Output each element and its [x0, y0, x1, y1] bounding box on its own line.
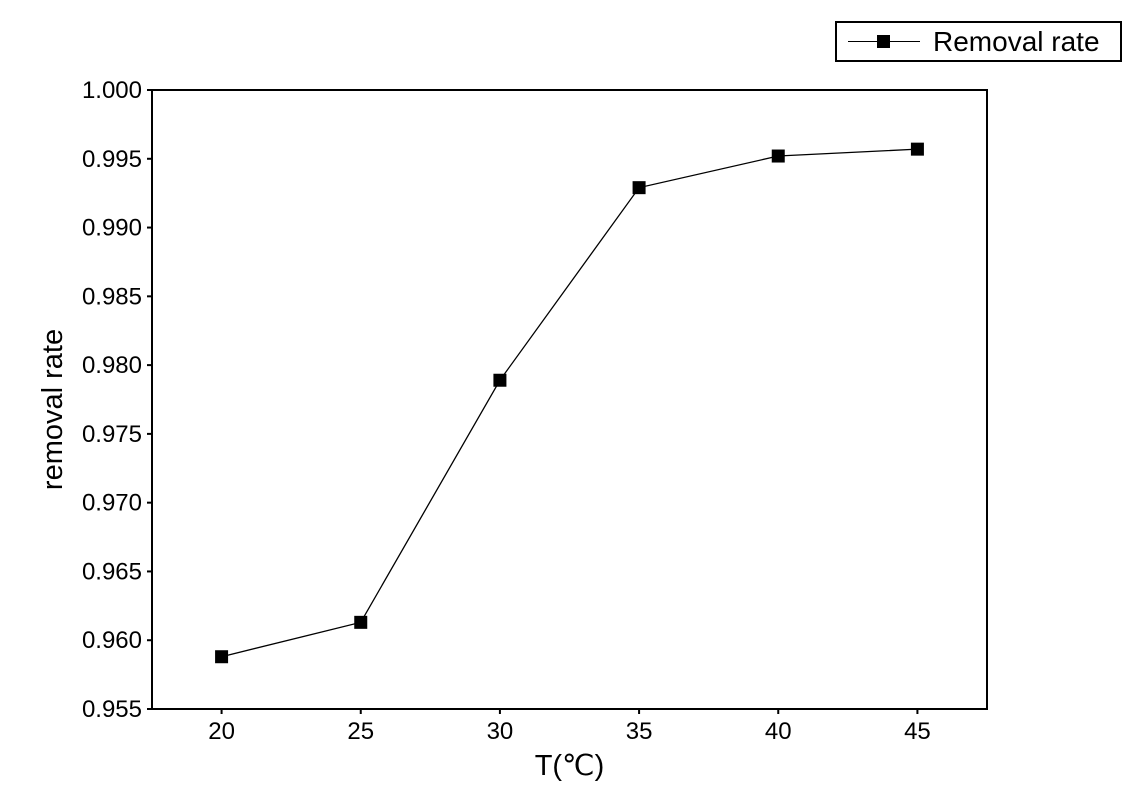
y-axis: 0.955 0.960 0.965 0.970 0.975 0.980 0.985 0.990… — [82, 77, 152, 723]
y-tick-label: 0.980 — [82, 352, 142, 379]
y-tick-label: 1.000 — [82, 77, 142, 104]
x-tick-label: 30 — [487, 718, 514, 745]
x-axis: 20 25 30 35 40 45 — [208, 709, 931, 745]
data-point-marker — [493, 373, 507, 387]
data-point-marker — [632, 181, 646, 195]
y-tick-label: 0.975 — [82, 421, 142, 448]
x-tick-label: 20 — [208, 718, 235, 745]
y-axis-label: removal rate — [37, 329, 69, 490]
legend-square-marker-icon — [877, 34, 890, 48]
x-tick-label: 45 — [904, 718, 931, 745]
data-point-marker — [910, 142, 924, 156]
series-line — [221, 148, 918, 658]
legend-key — [848, 34, 920, 49]
legend: Removal rate — [835, 21, 1122, 62]
y-tick-label: 0.995 — [82, 146, 142, 173]
x-axis-label: T(℃) — [535, 750, 605, 782]
data-point-marker — [771, 149, 785, 163]
x-tick-label: 35 — [626, 718, 653, 745]
y-tick-label: 0.955 — [82, 696, 142, 723]
x-tick-label: 25 — [347, 718, 374, 745]
y-tick-label: 0.970 — [82, 490, 142, 517]
y-tick-label: 0.960 — [82, 627, 142, 654]
y-tick-label: 0.985 — [82, 283, 142, 310]
data-point-marker — [215, 650, 229, 664]
y-tick-label: 0.990 — [82, 215, 142, 242]
x-tick-label: 40 — [765, 718, 792, 745]
plot-border — [151, 89, 988, 710]
data-series — [215, 142, 924, 664]
legend-label: Removal rate — [933, 25, 1100, 57]
data-point-marker — [354, 615, 368, 629]
y-tick-label: 0.965 — [82, 558, 142, 585]
